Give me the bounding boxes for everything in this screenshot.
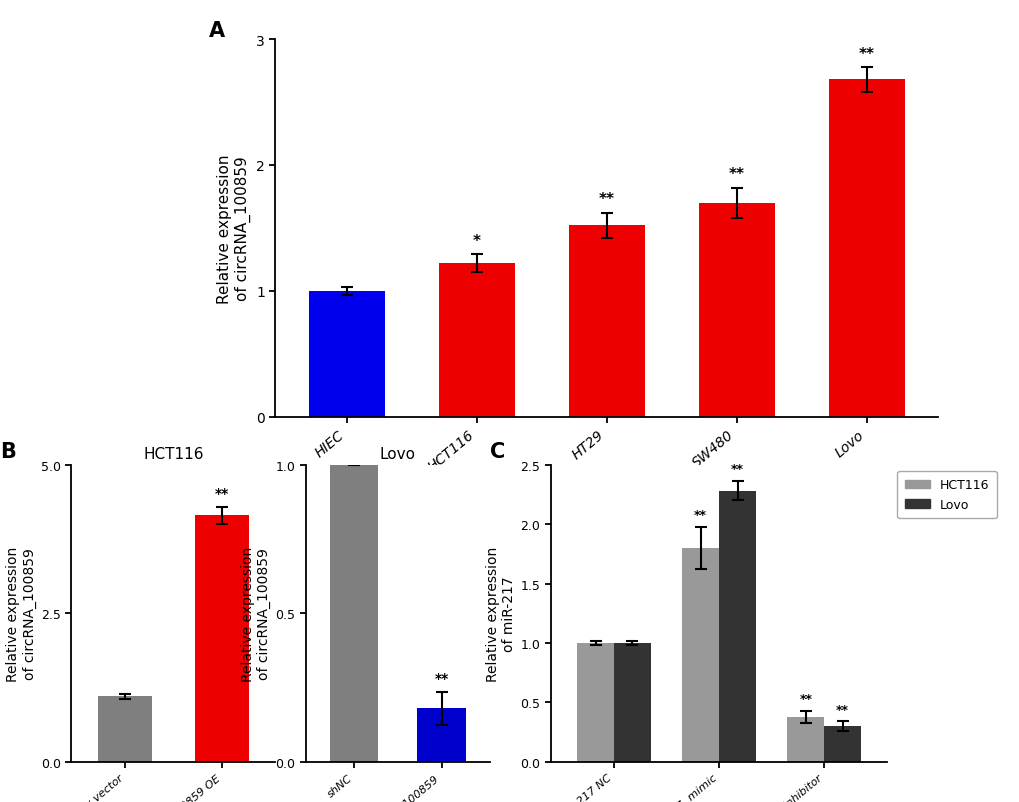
Bar — [718, 492, 755, 762]
Y-axis label: Relative expression
of circRNA_100859: Relative expression of circRNA_100859 — [240, 546, 271, 681]
Bar — [330, 465, 378, 762]
Bar — [577, 643, 613, 762]
Legend: HCT116, Lovo: HCT116, Lovo — [896, 472, 996, 519]
Y-axis label: Relative expression
of circRNA_100859: Relative expression of circRNA_100859 — [217, 154, 251, 303]
Text: *: * — [473, 233, 480, 249]
Text: B: B — [0, 441, 16, 461]
Bar — [439, 264, 515, 417]
Text: **: ** — [729, 167, 744, 182]
Text: C: C — [490, 441, 505, 461]
Text: A: A — [209, 21, 225, 41]
Text: **: ** — [836, 703, 849, 715]
Text: **: ** — [731, 463, 743, 476]
Bar — [98, 697, 152, 762]
Y-axis label: Relative expression
of circRNA_100859: Relative expression of circRNA_100859 — [6, 546, 37, 681]
Bar — [613, 643, 650, 762]
Bar — [195, 516, 249, 762]
Bar — [828, 80, 904, 417]
Text: **: ** — [694, 508, 706, 521]
Y-axis label: Relative expression
of miR-217: Relative expression of miR-217 — [485, 546, 516, 681]
Title: Lovo: Lovo — [379, 446, 416, 461]
Text: **: ** — [434, 670, 448, 685]
Bar — [682, 549, 718, 762]
Bar — [823, 727, 860, 762]
Bar — [417, 708, 465, 762]
Text: **: ** — [858, 47, 874, 62]
Bar — [309, 291, 384, 417]
Title: HCT116: HCT116 — [143, 446, 204, 461]
Text: **: ** — [215, 486, 229, 500]
Text: **: ** — [799, 692, 811, 705]
Text: **: ** — [598, 192, 614, 207]
Bar — [569, 226, 644, 417]
Bar — [787, 717, 823, 762]
Bar — [698, 204, 773, 417]
